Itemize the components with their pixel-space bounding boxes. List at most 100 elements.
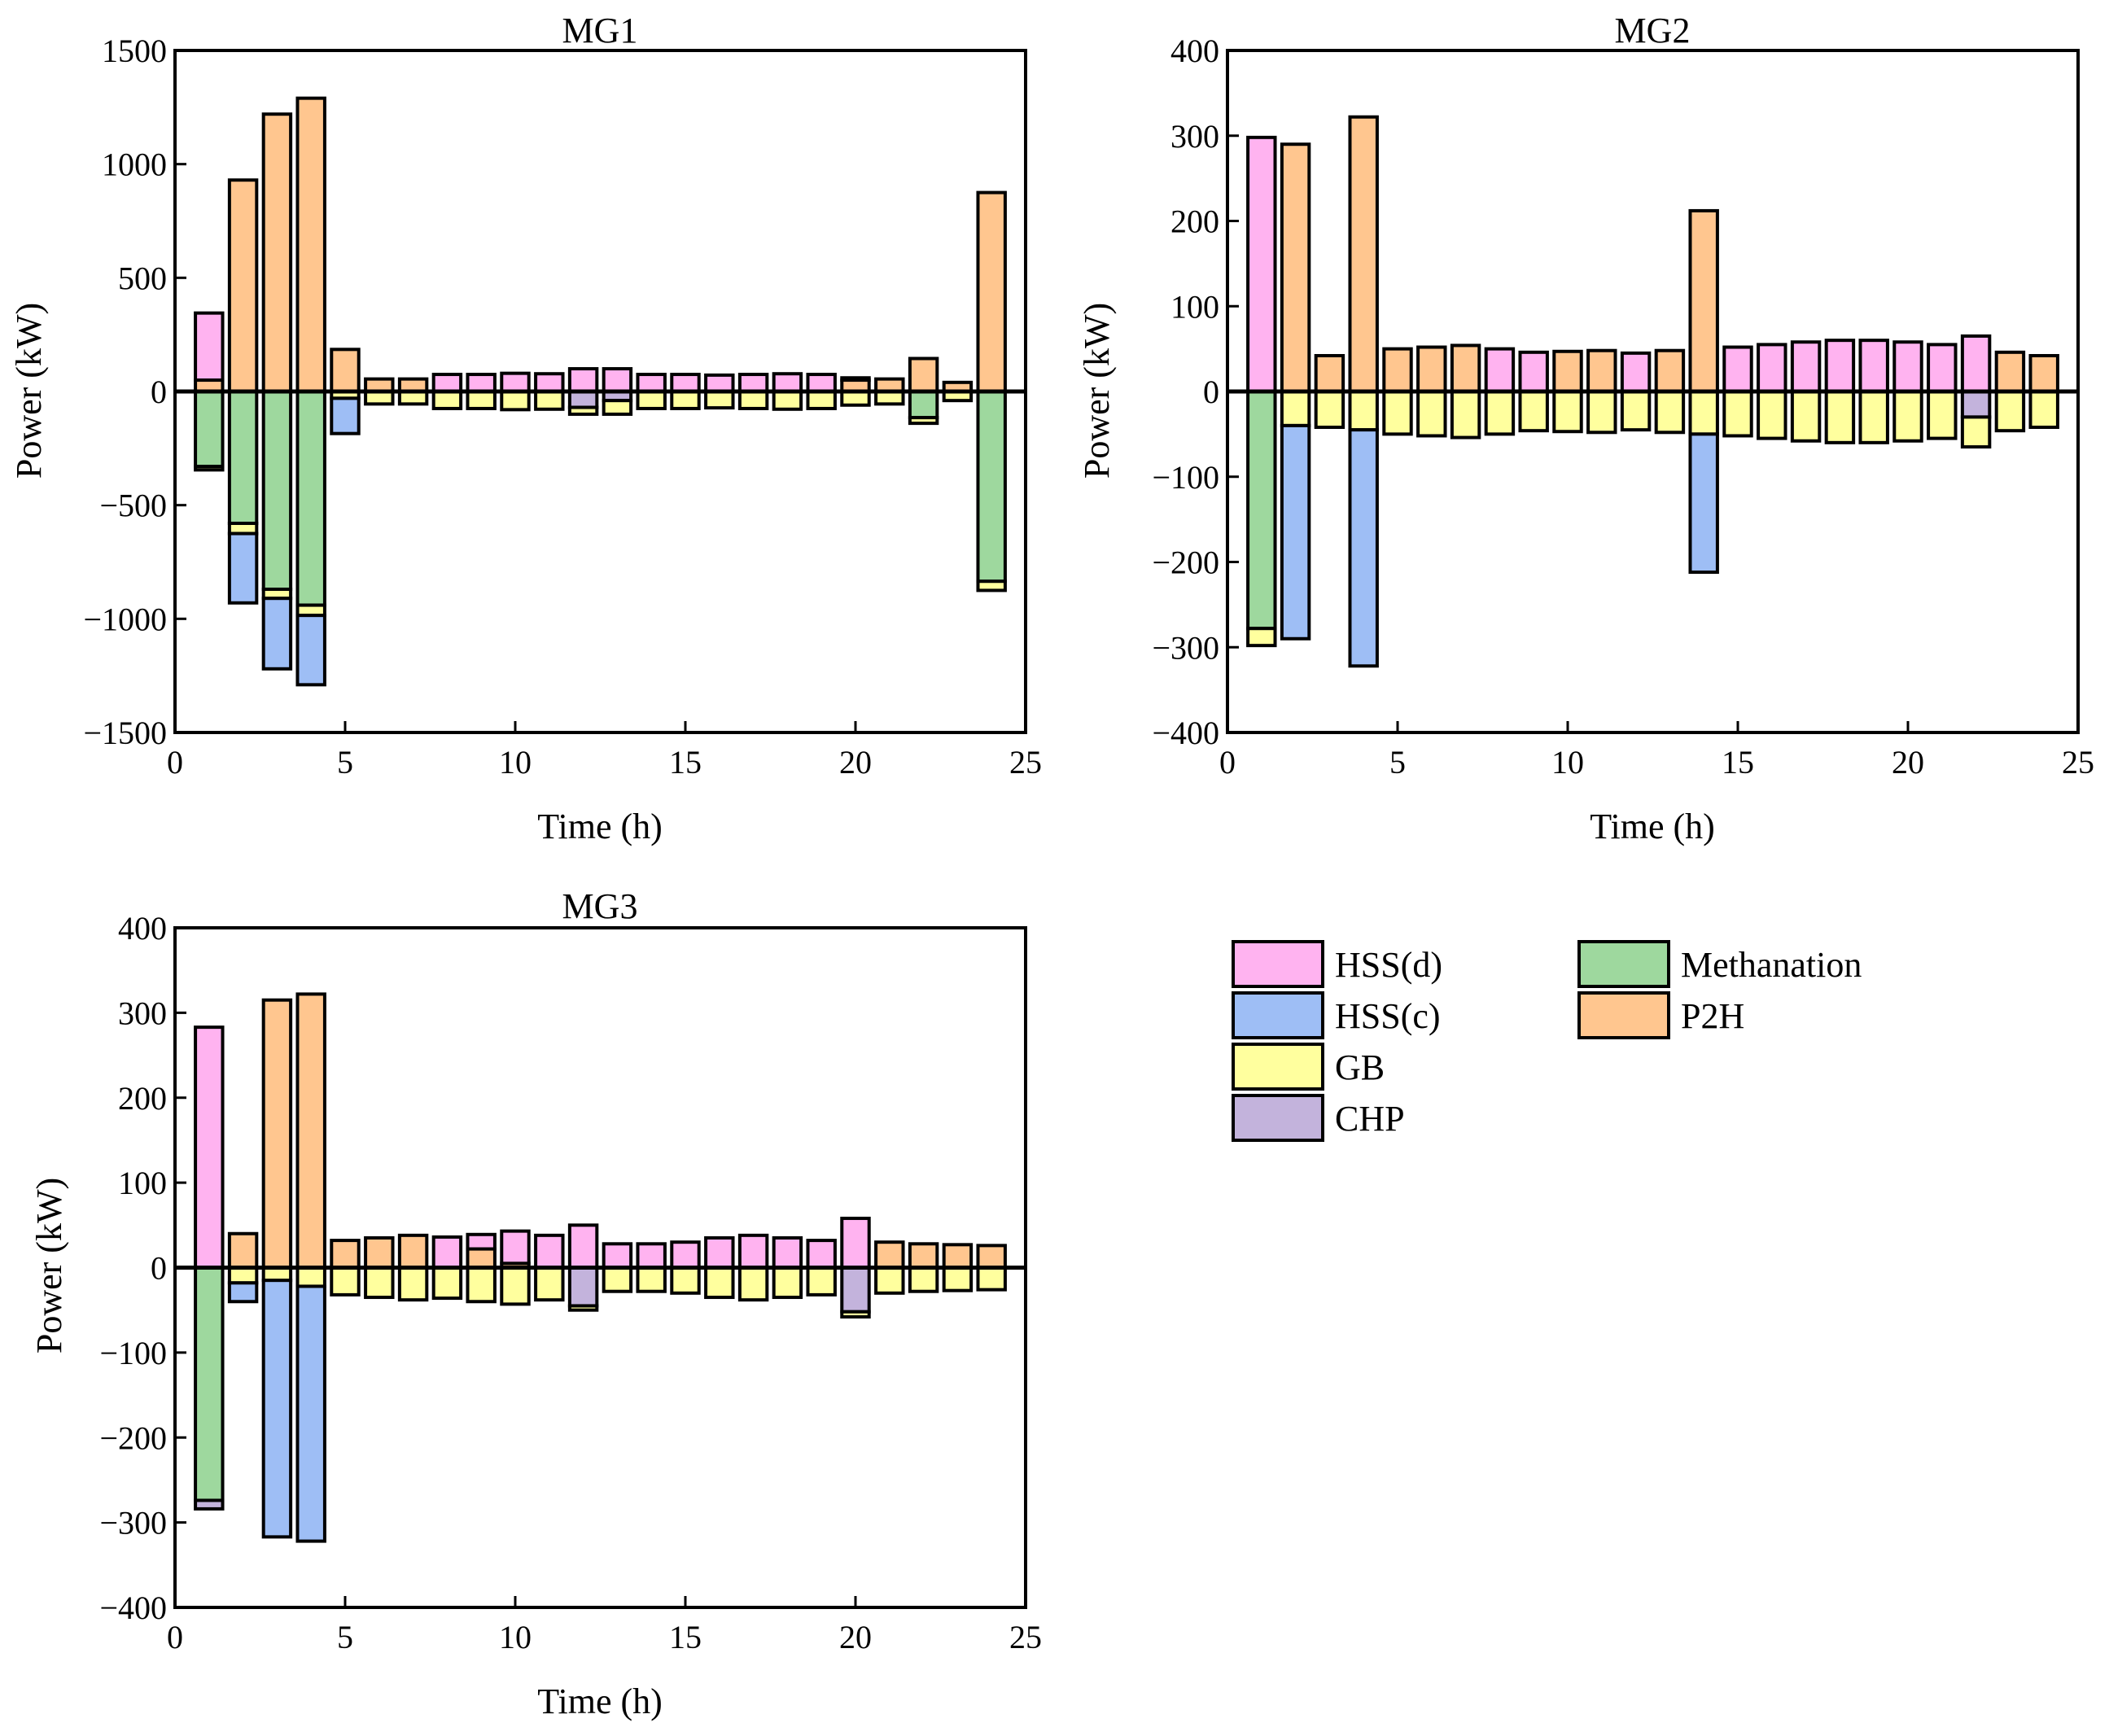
bar-gb-t15: [1722, 390, 1753, 438]
bar-chp-t22: [1960, 390, 1992, 419]
legend-swatch-hss-c: [1232, 991, 1324, 1039]
bar-hss-d-t16: [704, 373, 735, 393]
y-tick-label: 300: [118, 995, 167, 1031]
y-axis-label: Power (kW): [29, 1178, 69, 1353]
bar-gb-t21: [874, 1266, 905, 1295]
bar-gb-t16: [704, 390, 735, 410]
x-tick-label: 10: [499, 744, 532, 781]
legend-swatch-p2h: [1577, 991, 1670, 1039]
legend-item-chp: CHP: [1232, 1094, 1405, 1142]
y-tick-label: 100: [1170, 288, 1219, 325]
bar-gb-t12: [1620, 390, 1652, 432]
bar-hss-d-t14: [636, 1242, 667, 1270]
x-tick-label: 25: [1009, 1619, 1042, 1655]
y-tick-label: −100: [99, 1335, 167, 1371]
bar-hss-d-t18: [772, 1235, 803, 1270]
bar-chp-t12: [567, 390, 599, 409]
bar-hss-d-t13: [602, 367, 633, 394]
bar-gb-t21: [1927, 390, 1958, 440]
legend-item-hss-d: HSS(d): [1232, 940, 1442, 988]
bar-p2h-t6: [1416, 345, 1447, 393]
bar-gb-t9: [466, 390, 497, 410]
bars: [194, 96, 1007, 687]
x-tick-label: 25: [2062, 744, 2094, 781]
bar-gb-t16: [1757, 390, 1787, 440]
x-tick-label: 10: [499, 1619, 532, 1655]
y-tick-label: 1000: [102, 146, 167, 183]
x-tick-label: 10: [1551, 744, 1584, 781]
bar-hss-c-t3: [261, 597, 293, 671]
bar-hss-d-t17: [737, 373, 769, 393]
bar-gb-t19: [806, 390, 837, 410]
bar-gb-t18: [772, 1266, 803, 1300]
bar-hss-d-t19: [806, 373, 837, 393]
bar-gb-t20: [840, 1310, 871, 1319]
bar-gb-t17: [737, 1266, 769, 1302]
bar-gb-t6: [1416, 390, 1447, 438]
y-tick-label: −100: [1152, 459, 1219, 496]
bar-hss-d-t18: [1824, 339, 1856, 393]
bar-gb-t9: [1518, 390, 1549, 433]
x-tick-label: 5: [337, 744, 353, 781]
plot-area: −400 −300 −200 −100 0 100 200 300 400 0 5 10 15 20 25: [1152, 33, 2094, 781]
bar-hss-d-t11: [534, 1233, 565, 1270]
bar-gb-t13: [602, 1266, 633, 1293]
bar-hss-d-t22: [1960, 334, 1992, 394]
bar-gb-t9: [466, 1266, 497, 1304]
bar-gb-t11: [1586, 390, 1617, 435]
y-tick-label: 1500: [102, 33, 167, 69]
bar-hss-c-t4: [295, 614, 326, 687]
bar-gb-t11: [534, 1266, 565, 1302]
x-tick-label: 15: [1722, 744, 1754, 781]
bar-hss-c-t3: [261, 1279, 293, 1539]
bar-p2h-t14: [1688, 208, 1719, 393]
x-tick-label: 20: [839, 744, 872, 781]
bar-chp-t1: [194, 1498, 225, 1511]
bar-p2h-t24: [2028, 354, 2059, 394]
bar-methanation-t1: [1246, 390, 1277, 631]
bar-p2h-t24: [976, 1244, 1007, 1270]
bar-p2h-t2: [227, 1231, 259, 1270]
legend-swatch-gb: [1232, 1043, 1324, 1091]
plot-area: −1500 −1000 −500 0 500 1000 1500 0 5 10 15 20 25: [83, 33, 1042, 781]
legend-label-chp: CHP: [1335, 1099, 1405, 1139]
y-tick-label: −400: [99, 1590, 167, 1626]
y-tick-label: 500: [118, 260, 167, 296]
bar-hss-d-t19: [806, 1239, 837, 1270]
bar-methanation-t1: [194, 1266, 225, 1502]
bar-gb-t1: [1246, 627, 1277, 648]
bar-gb-t20: [1892, 390, 1923, 443]
bar-gb-t4: [1348, 390, 1379, 432]
bar-hss-d-t13: [602, 1242, 633, 1270]
x-tick-label: 0: [167, 1619, 183, 1655]
bar-hss-d-t9: [466, 373, 497, 393]
legend-label-hss-d: HSS(d): [1335, 945, 1442, 985]
bar-p2h-t10: [1552, 349, 1583, 393]
chart-title: MG1: [562, 11, 638, 50]
bar-hss-d-t1: [194, 311, 225, 383]
bar-gb-t22: [908, 1266, 939, 1293]
x-tick-label: 20: [1892, 744, 1924, 781]
legend-label-p2h: P2H: [1681, 996, 1744, 1036]
bar-methanation-t4: [295, 390, 326, 607]
x-tick-label: 0: [1219, 744, 1236, 781]
bar-p2h-t5: [1382, 347, 1413, 393]
x-tick-label: 5: [337, 1619, 353, 1655]
bar-hss-c-t2: [1280, 423, 1311, 641]
y-tick-label: −300: [1152, 629, 1219, 666]
bar-gb-t8: [431, 1266, 463, 1301]
bar-hss-d-t17: [737, 1233, 769, 1270]
y-tick-label: −300: [99, 1505, 167, 1541]
bar-hss-d-t20: [840, 376, 871, 383]
bar-gb-t17: [737, 390, 769, 410]
bar-p2h-t4: [295, 96, 326, 393]
bar-p2h-t4: [295, 992, 326, 1270]
bar-gb-t19: [1858, 390, 1889, 444]
bar-gb-t17: [1790, 390, 1822, 443]
x-tick-label: 15: [669, 1619, 702, 1655]
bar-p2h-t13: [1654, 348, 1686, 393]
y-tick-label: −200: [1152, 544, 1219, 581]
y-tick-label: 200: [118, 1080, 167, 1117]
bar-gb-t2: [227, 1266, 259, 1285]
bar-hss-d-t8: [1484, 347, 1516, 393]
